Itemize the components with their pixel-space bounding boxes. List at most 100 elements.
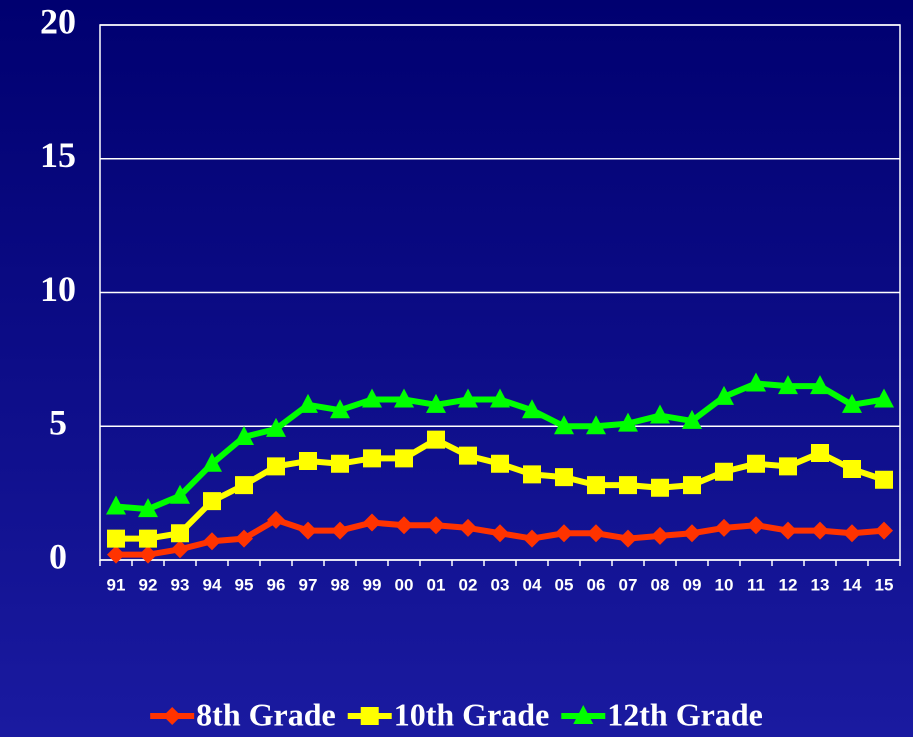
data-point bbox=[491, 454, 509, 473]
x-tick-label: 09 bbox=[683, 575, 702, 594]
x-tick-label: 93 bbox=[171, 575, 190, 594]
data-point bbox=[395, 449, 413, 468]
legend-swatch-marker bbox=[163, 707, 182, 725]
data-point bbox=[394, 388, 414, 408]
data-point bbox=[235, 476, 253, 495]
data-point bbox=[650, 404, 670, 424]
data-point bbox=[107, 545, 125, 564]
data-point bbox=[747, 454, 765, 473]
data-point bbox=[363, 449, 381, 468]
x-tick-label: 15 bbox=[875, 575, 894, 594]
data-point bbox=[715, 518, 733, 537]
x-tick-label: 11 bbox=[747, 575, 765, 594]
data-point bbox=[682, 409, 702, 429]
data-point bbox=[522, 399, 542, 419]
data-point bbox=[106, 495, 126, 515]
data-point bbox=[426, 393, 446, 413]
data-point bbox=[843, 524, 861, 543]
data-point bbox=[299, 521, 317, 540]
data-point bbox=[171, 540, 189, 559]
data-point bbox=[138, 498, 158, 518]
data-point bbox=[747, 516, 765, 535]
data-point bbox=[331, 521, 349, 540]
x-tick-label: 06 bbox=[587, 575, 606, 594]
x-tick-label: 03 bbox=[491, 575, 510, 594]
x-tick-label: 08 bbox=[651, 575, 670, 594]
data-point bbox=[266, 417, 286, 437]
data-point bbox=[203, 532, 221, 551]
data-point bbox=[651, 526, 669, 545]
data-point bbox=[203, 492, 221, 511]
data-point bbox=[811, 521, 829, 540]
data-point bbox=[746, 372, 766, 392]
data-point bbox=[395, 516, 413, 535]
data-point bbox=[362, 388, 382, 408]
data-point bbox=[298, 393, 318, 413]
data-point bbox=[618, 412, 638, 432]
data-point bbox=[363, 513, 381, 532]
x-tick-label: 98 bbox=[331, 575, 350, 594]
x-tick-label: 92 bbox=[139, 575, 158, 594]
x-tick-label: 00 bbox=[395, 575, 414, 594]
x-tick-label: 13 bbox=[811, 575, 830, 594]
legend: 8th Grade 10th Grade 12th Grade bbox=[150, 696, 763, 732]
x-tick-label: 01 bbox=[427, 575, 446, 594]
legend-label: 12th Grade bbox=[607, 696, 763, 732]
data-point bbox=[619, 476, 637, 495]
x-tick-label: 04 bbox=[523, 575, 542, 594]
data-point bbox=[523, 529, 541, 548]
data-point bbox=[779, 457, 797, 476]
y-tick-label: 20 bbox=[40, 1, 76, 41]
data-point bbox=[331, 454, 349, 473]
legend-swatch-marker bbox=[360, 707, 379, 725]
y-tick-label: 15 bbox=[40, 135, 76, 175]
data-point bbox=[523, 465, 541, 484]
data-point bbox=[683, 524, 701, 543]
y-tick-label: 0 bbox=[49, 536, 67, 576]
legend-label: 8th Grade bbox=[196, 696, 336, 732]
data-point bbox=[299, 452, 317, 471]
data-point bbox=[490, 388, 510, 408]
data-point bbox=[586, 415, 606, 435]
x-tick-label: 96 bbox=[267, 575, 286, 594]
data-point bbox=[619, 529, 637, 548]
data-point bbox=[875, 470, 893, 489]
data-point bbox=[267, 457, 285, 476]
data-point bbox=[779, 521, 797, 540]
data-point bbox=[491, 524, 509, 543]
data-point bbox=[330, 399, 350, 419]
data-point bbox=[651, 478, 669, 497]
x-tick-label: 99 bbox=[363, 575, 382, 594]
data-point bbox=[139, 529, 157, 548]
data-point bbox=[778, 375, 798, 395]
data-point bbox=[587, 476, 605, 495]
data-point bbox=[139, 545, 157, 564]
data-point bbox=[843, 460, 861, 479]
x-tick-label: 05 bbox=[555, 575, 574, 594]
legend-label: 10th Grade bbox=[394, 696, 550, 732]
x-tick-label: 14 bbox=[843, 575, 862, 594]
y-tick-label: 5 bbox=[49, 403, 67, 443]
data-point bbox=[235, 529, 253, 548]
data-point bbox=[555, 524, 573, 543]
data-point bbox=[458, 388, 478, 408]
data-point bbox=[714, 385, 734, 405]
x-tick-label: 91 bbox=[107, 575, 126, 594]
data-point bbox=[810, 375, 830, 395]
data-point bbox=[715, 462, 733, 481]
data-point bbox=[842, 393, 862, 413]
y-tick-label: 10 bbox=[40, 269, 76, 309]
data-point bbox=[170, 484, 190, 504]
data-point bbox=[171, 524, 189, 543]
data-point bbox=[427, 516, 445, 535]
x-tick-label: 95 bbox=[235, 575, 254, 594]
data-point bbox=[107, 529, 125, 548]
data-point bbox=[427, 430, 445, 449]
data-point bbox=[587, 524, 605, 543]
plot-border bbox=[99, 24, 901, 561]
data-point bbox=[202, 452, 222, 472]
data-point bbox=[459, 518, 477, 537]
x-tick-label: 97 bbox=[299, 575, 318, 594]
x-tick-label: 07 bbox=[619, 575, 638, 594]
